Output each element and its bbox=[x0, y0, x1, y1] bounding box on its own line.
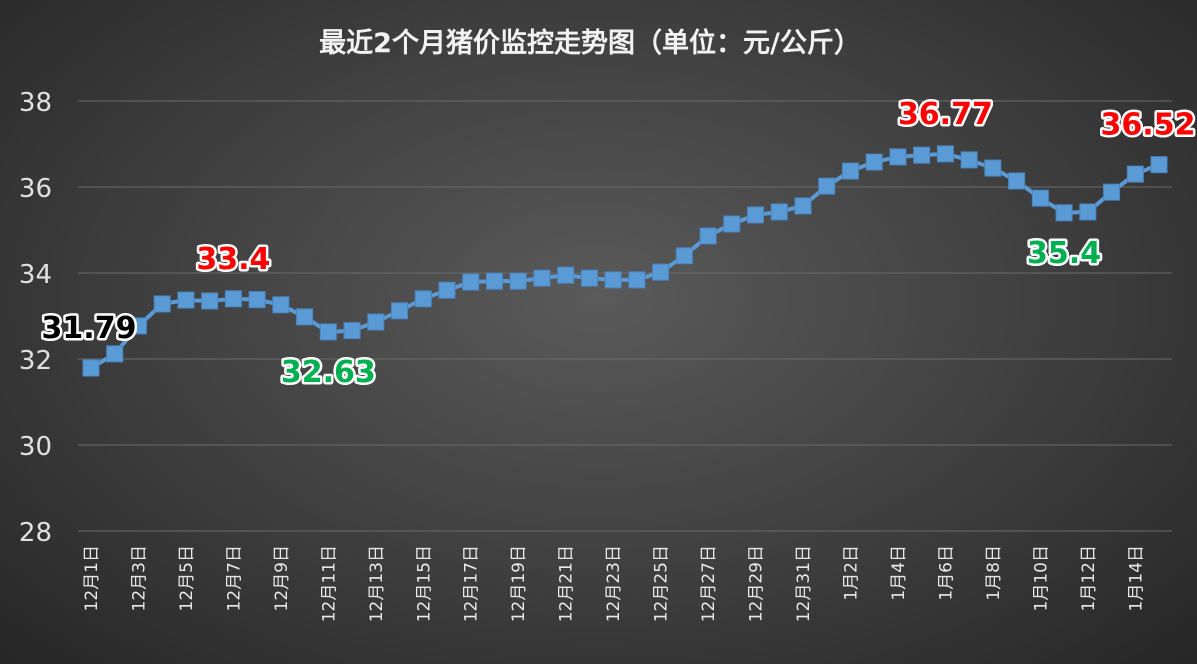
chart-title: 最近2个月猪价监控走势图（单位：元/公斤） bbox=[319, 27, 861, 59]
data-point bbox=[272, 296, 290, 314]
data-label: 31.79 bbox=[42, 311, 137, 346]
data-point bbox=[557, 266, 575, 284]
data-point bbox=[770, 203, 788, 221]
x-tick-label: 12月15日 bbox=[414, 545, 434, 622]
data-point bbox=[509, 272, 527, 290]
data-point bbox=[723, 215, 741, 233]
data-point bbox=[106, 345, 124, 363]
data-point bbox=[604, 271, 622, 289]
data-point bbox=[367, 313, 385, 331]
x-tick-label: 1月14日 bbox=[1126, 545, 1146, 611]
data-point bbox=[485, 272, 503, 290]
x-tick-label: 12月23日 bbox=[604, 545, 624, 622]
y-tick-label: 30 bbox=[19, 432, 52, 462]
x-tick-label: 12月25日 bbox=[652, 545, 672, 622]
data-point bbox=[865, 153, 883, 171]
x-tick-label: 12月27日 bbox=[699, 545, 719, 622]
data-point bbox=[652, 263, 670, 281]
data-point bbox=[984, 159, 1002, 177]
y-tick-label: 34 bbox=[19, 260, 52, 290]
data-point bbox=[1103, 183, 1121, 201]
data-point bbox=[699, 227, 717, 245]
x-tick-label: 1月2日 bbox=[841, 545, 861, 601]
x-tick-label: 12月31日 bbox=[794, 545, 814, 622]
y-tick-label: 38 bbox=[19, 88, 52, 118]
x-tick-label: 12月29日 bbox=[747, 545, 767, 622]
data-point bbox=[224, 290, 242, 308]
x-tick-label: 12月9日 bbox=[272, 545, 292, 611]
x-tick-label: 1月8日 bbox=[984, 545, 1004, 601]
data-point bbox=[129, 317, 147, 335]
data-label: 35.4 bbox=[1027, 236, 1101, 271]
x-tick-label: 12月3日 bbox=[129, 545, 149, 611]
x-tick-label: 12月19日 bbox=[509, 545, 529, 622]
data-point bbox=[82, 359, 100, 377]
series-line bbox=[89, 151, 1160, 370]
data-point bbox=[794, 197, 812, 215]
data-label: 33.4 bbox=[196, 242, 270, 277]
data-point bbox=[1079, 203, 1097, 221]
x-tick-label: 12月21日 bbox=[557, 545, 577, 622]
data-label: 36.52 bbox=[1101, 108, 1196, 143]
data-point bbox=[628, 271, 646, 289]
data-point bbox=[319, 323, 337, 341]
x-tick-label: 1月6日 bbox=[936, 545, 956, 601]
data-point bbox=[1031, 189, 1049, 207]
data-point bbox=[889, 148, 907, 166]
data-point bbox=[201, 292, 219, 310]
x-tick-label: 1月4日 bbox=[889, 545, 909, 601]
data-point bbox=[462, 273, 480, 291]
data-point bbox=[153, 295, 171, 313]
data-point bbox=[936, 145, 954, 163]
data-point bbox=[747, 206, 765, 224]
data-point bbox=[296, 308, 314, 326]
x-tick-label: 12月17日 bbox=[462, 545, 482, 622]
x-tick-label: 1月10日 bbox=[1031, 545, 1051, 611]
data-label: 32.63 bbox=[281, 355, 376, 390]
data-point bbox=[818, 177, 836, 195]
data-point bbox=[1126, 165, 1144, 183]
data-label: 36.77 bbox=[898, 97, 993, 132]
data-point bbox=[391, 302, 409, 320]
data-point bbox=[841, 162, 859, 180]
data-point bbox=[177, 291, 195, 309]
x-tick-label: 12月13日 bbox=[367, 545, 387, 622]
x-tick-label: 12月5日 bbox=[177, 545, 197, 611]
data-point bbox=[913, 146, 931, 164]
data-point bbox=[1008, 172, 1026, 190]
data-point bbox=[438, 281, 456, 299]
data-point bbox=[1055, 204, 1073, 222]
data-point bbox=[414, 290, 432, 308]
x-tick-label: 12月1日 bbox=[82, 545, 102, 611]
y-tick-label: 28 bbox=[19, 518, 52, 548]
x-tick-label: 12月7日 bbox=[224, 545, 244, 611]
x-tick-label: 1月12日 bbox=[1079, 545, 1099, 611]
data-point bbox=[675, 247, 693, 265]
data-point bbox=[343, 322, 361, 340]
data-point bbox=[533, 269, 551, 287]
data-point bbox=[248, 291, 266, 309]
y-tick-label: 32 bbox=[19, 346, 52, 376]
data-point bbox=[960, 151, 978, 169]
x-tick-label: 12月11日 bbox=[319, 545, 339, 622]
y-tick-label: 36 bbox=[19, 174, 52, 204]
data-point bbox=[1150, 156, 1168, 174]
data-point bbox=[580, 269, 598, 287]
